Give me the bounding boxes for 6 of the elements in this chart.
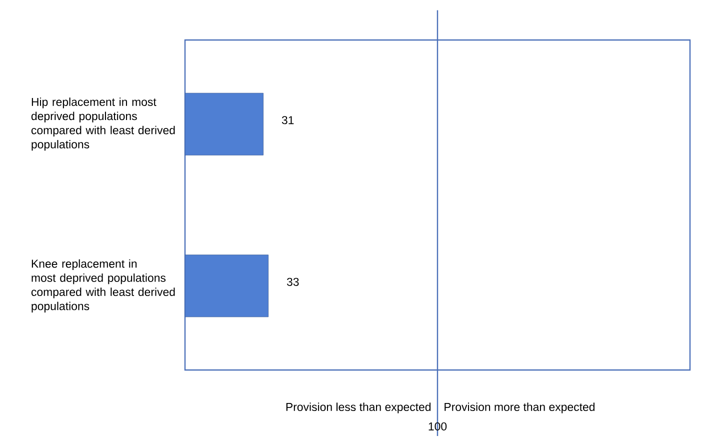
y-tick-label: Knee replacement in most deprived populations compared with least derived populations [31,259,175,312]
text: Provision more than expected [444,402,594,414]
text: Provision less than expected [286,402,431,414]
data-label: 33 [286,278,299,286]
y-tick-label: Hip replacement in most deprived populations compared with least derived populations [31,98,175,151]
data-label: 31 [282,116,294,124]
